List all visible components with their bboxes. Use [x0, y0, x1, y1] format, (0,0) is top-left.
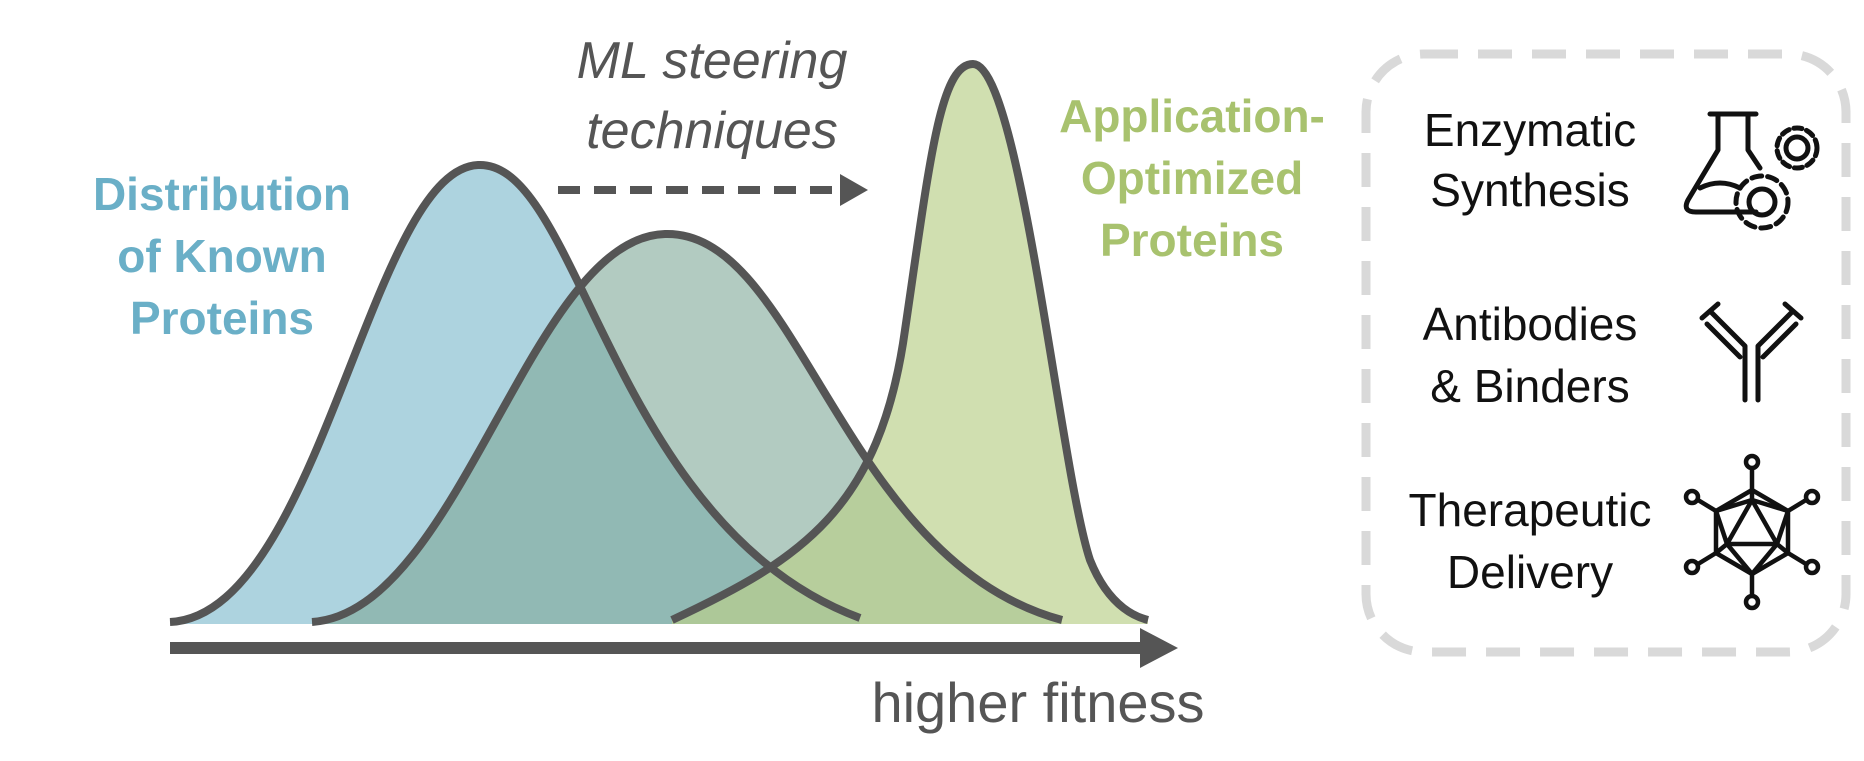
application-1-line1: Enzymatic: [1424, 104, 1636, 156]
optimized-distribution-fill: [672, 64, 1148, 624]
capsid-icon: [1683, 453, 1821, 611]
ml-steering-label-line2: techniques: [586, 102, 838, 160]
application-3-line2: Delivery: [1447, 546, 1613, 598]
known-proteins-label-line1: Distribution: [93, 168, 351, 220]
axis-label: higher fitness: [871, 671, 1204, 734]
application-2-line2: & Binders: [1430, 360, 1629, 412]
antibody-icon: [1699, 301, 1804, 403]
applications-panel: [1361, 49, 1851, 657]
intermediate-distribution-outline: [311, 229, 1064, 626]
steering-arrowhead: [840, 174, 868, 206]
known-proteins-label-line3: Proteins: [130, 292, 314, 344]
known-distribution-outline: [169, 160, 862, 626]
application-2-line1: Antibodies: [1423, 298, 1638, 350]
ml-steering-label-line1: ML steering: [577, 32, 848, 90]
flask-gears-icon: [1683, 111, 1820, 231]
optimized-distribution-outline: [670, 59, 1150, 624]
application-1-line2: Synthesis: [1430, 164, 1629, 216]
fitness-axis-arrowhead: [1140, 628, 1178, 668]
optimized-proteins-label-line3: Proteins: [1100, 214, 1284, 266]
optimized-proteins-label-line2: Optimized: [1081, 152, 1303, 204]
known-proteins-label-line2: of Known: [117, 230, 327, 282]
application-3-line1: Therapeutic: [1409, 484, 1652, 536]
optimized-proteins-label-line1: Application-: [1059, 90, 1325, 142]
